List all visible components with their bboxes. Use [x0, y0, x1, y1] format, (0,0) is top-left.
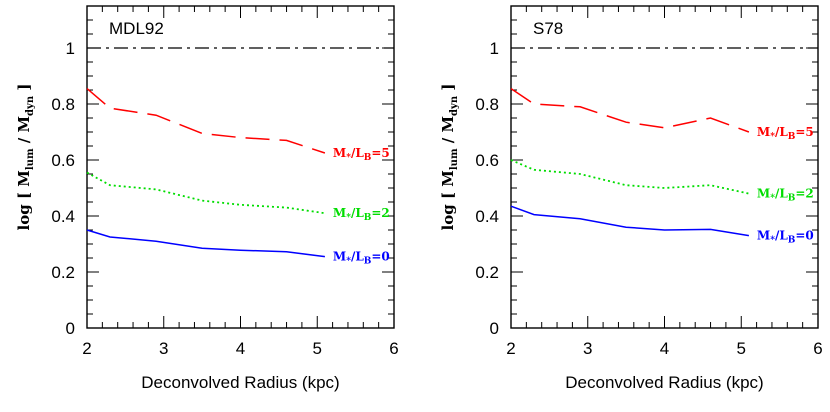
x-tick-label: 2 — [82, 339, 91, 358]
series-label-m: M — [333, 206, 346, 220]
y-tick-label: 1 — [490, 39, 499, 58]
series-label-star: * — [770, 132, 775, 142]
y-axis-label: log [ Mlum / Mdyn ] — [15, 84, 36, 231]
series-label-star: * — [346, 257, 351, 267]
series-label-b: B — [788, 236, 796, 246]
plot-frame — [86, 5, 395, 329]
x-tick-label: 5 — [737, 339, 746, 358]
series-label-m: M — [757, 125, 770, 139]
x-tick-label: 3 — [159, 339, 168, 358]
chart-panel-1: 2 3 4 5 6 0 0.2 0.4 0.6 0.8 1 MDL92 Deconvolved Radi… — [15, 5, 399, 392]
series-label: M*/LB=0 — [333, 250, 390, 267]
series-line-3 — [86, 229, 325, 258]
series-line-1 — [86, 88, 326, 154]
y-label-sub-lum: lum — [25, 148, 36, 170]
x-tick-label: 6 — [813, 339, 822, 358]
series-label-m: M — [333, 146, 346, 160]
y-tick-label: 0.6 — [475, 151, 499, 170]
series-label-value: =5 — [795, 125, 813, 139]
series-label-b: B — [364, 153, 372, 163]
panel-title: S78 — [533, 19, 563, 38]
y-label-sub-dyn: dyn — [25, 95, 36, 116]
y-label-mid: / M — [439, 116, 457, 149]
series-label-b: B — [788, 194, 796, 204]
series-label-star: * — [346, 213, 351, 223]
series-label-l: /L — [351, 206, 364, 220]
y-tick-label: 0.4 — [475, 207, 499, 226]
y-label-prefix: log [ M — [439, 170, 457, 230]
x-tick-label: 6 — [389, 339, 398, 358]
y-label-prefix: log [ M — [15, 170, 33, 230]
series-line-2 — [86, 171, 326, 215]
series-label-star: * — [346, 153, 351, 163]
chart-panel-2: 2 3 4 5 6 0 0.2 0.4 0.6 0.8 1 S78 Deconvolved Radius… — [439, 5, 823, 392]
series-label-m: M — [757, 229, 770, 243]
series-label-value: =2 — [795, 187, 813, 201]
series-label-l: /L — [351, 146, 364, 160]
panel-title: MDL92 — [109, 19, 164, 38]
series-line-1 — [510, 87, 750, 133]
x-axis-label: Deconvolved Radius (kpc) — [565, 373, 763, 392]
y-label-suffix: ] — [15, 84, 33, 96]
y-axis-label: log [ Mlum / Mdyn ] — [439, 84, 460, 231]
series-label-l: /L — [775, 125, 788, 139]
y-label-sub-lum: lum — [449, 148, 460, 170]
y-label-suffix: ] — [439, 84, 457, 96]
x-tick-label: 4 — [236, 339, 245, 358]
series-label: M*/LB=0 — [757, 229, 814, 246]
series-label-l: /L — [775, 229, 788, 243]
series-label-b: B — [788, 132, 796, 142]
series-label: M*/LB=5 — [333, 146, 390, 163]
series-label: M*/LB=2 — [757, 187, 814, 204]
series-label-b: B — [364, 213, 372, 223]
x-tick-label: 5 — [313, 339, 322, 358]
series-label-star: * — [770, 236, 775, 246]
plot-frame — [510, 5, 819, 329]
y-label-mid: / M — [15, 116, 33, 149]
y-tick-label: 0 — [66, 319, 75, 338]
y-tick-label: 0.2 — [475, 263, 499, 282]
series-label-value: =0 — [795, 229, 813, 243]
y-tick-label: 0.8 — [51, 95, 75, 114]
x-axis-label: Deconvolved Radius (kpc) — [141, 373, 339, 392]
y-tick-label: 1 — [66, 39, 75, 58]
series-label: M*/LB=2 — [333, 206, 390, 223]
series-label-value: =5 — [371, 146, 389, 160]
series-line-2 — [510, 159, 750, 195]
series-label-star: * — [770, 194, 775, 204]
y-tick-label: 0 — [490, 319, 499, 338]
series-label-value: =0 — [371, 250, 389, 264]
series-label-b: B — [364, 257, 372, 267]
y-tick-label: 0.8 — [475, 95, 499, 114]
x-tick-label: 3 — [583, 339, 592, 358]
y-tick-label: 0.4 — [51, 207, 75, 226]
series-label-l: /L — [351, 250, 364, 264]
series-label-l: /L — [775, 187, 788, 201]
y-tick-label: 0.2 — [51, 263, 75, 282]
x-tick-label: 4 — [660, 339, 669, 358]
series-label: M*/LB=5 — [757, 125, 814, 142]
x-tick-label: 2 — [506, 339, 515, 358]
series-label-m: M — [757, 187, 770, 201]
y-tick-label: 0.6 — [51, 151, 75, 170]
series-line-3 — [510, 205, 750, 237]
y-label-sub-dyn: dyn — [449, 95, 460, 116]
series-label-m: M — [333, 250, 346, 264]
series-label-value: =2 — [371, 206, 389, 220]
